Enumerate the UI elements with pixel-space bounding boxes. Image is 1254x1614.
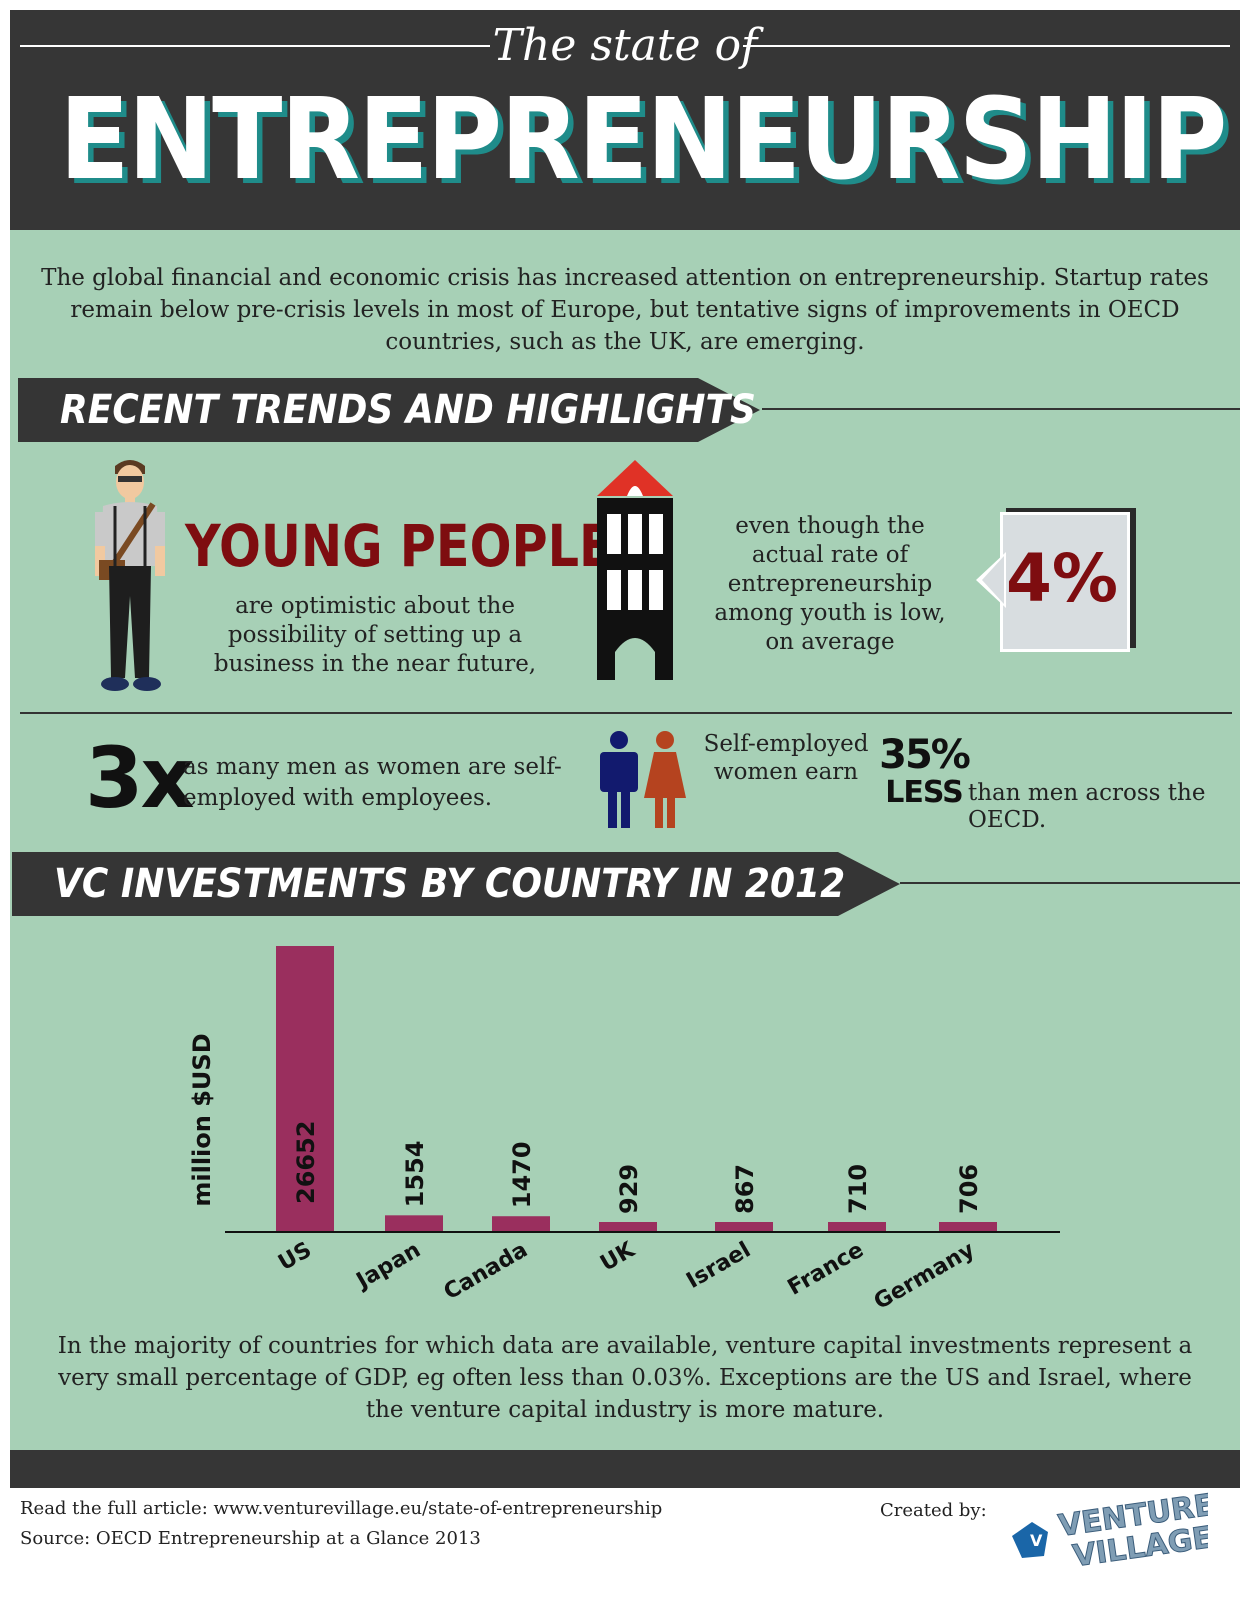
youth-rate-text: even though the actual rate of entrepren…	[714, 513, 946, 655]
vc-banner-bar	[12, 852, 838, 916]
section-divider	[20, 712, 1232, 714]
venture-village-logo: V VENTURE VILLAGE	[1012, 1492, 1208, 1572]
value-label-france: 710	[844, 1164, 872, 1214]
earnings-gap-text: Self-employed women earn	[703, 731, 869, 785]
young-people-text: are optimistic about the possibility of …	[213, 593, 537, 677]
trends-heading-rule	[762, 408, 1240, 410]
value-label-uk: 929	[615, 1164, 643, 1214]
category-label-japan: Japan	[351, 1238, 425, 1295]
chart-bars	[276, 946, 997, 1232]
trends-banner-bar	[18, 378, 698, 442]
woman-icon	[644, 731, 686, 828]
young-man-icon	[95, 460, 165, 691]
bar-germany	[939, 1222, 997, 1232]
vc-heading: VC INVESTMENTS BY COUNTRY IN 2012	[54, 861, 846, 907]
article-link-text: Read the full article: www.venturevillag…	[20, 1498, 663, 1519]
value-label-canada: 1470	[508, 1141, 536, 1208]
category-label-germany: Germany	[870, 1238, 979, 1315]
men-multiplier-text-body: as many men as women are self-employed w…	[183, 754, 562, 811]
bar-israel	[715, 1222, 773, 1232]
footer: Read the full article: www.venturevillag…	[10, 1488, 1240, 1604]
category-label-france: France	[784, 1238, 868, 1301]
chart-category-labels: US Japan Canada UK Israel France Germany	[274, 1237, 979, 1315]
trends-heading: RECENT TRENDS AND HIGHLIGHTS	[60, 387, 756, 433]
vc-banner: VC INVESTMENTS BY COUNTRY IN 2012	[12, 852, 912, 916]
value-label-japan: 1554	[401, 1141, 429, 1208]
trends-banner-arrow	[698, 378, 760, 442]
content-panel: The global financial and economic crisis…	[10, 230, 1240, 1488]
category-label-israel: Israel	[682, 1238, 755, 1294]
building-icon	[597, 460, 673, 680]
bar-france	[828, 1222, 886, 1232]
bottom-band	[10, 1450, 1240, 1488]
earnings-gap-tail-text: than men across the OECD.	[968, 780, 1206, 833]
header-rule-left	[20, 45, 490, 47]
earnings-gap-less: LESS	[885, 775, 963, 810]
youth-rate-value: 4%	[1005, 540, 1119, 617]
bar-uk	[599, 1222, 657, 1232]
vc-bar-chart: 26652 1554 1470 929 867 710 706 US Japan Canada U…	[188, 946, 1060, 1315]
bar-japan	[385, 1215, 443, 1232]
man-icon	[600, 731, 638, 828]
svg-text:V: V	[1030, 1531, 1043, 1550]
value-label-israel: 867	[731, 1164, 759, 1214]
created-by-label: Created by:	[880, 1500, 987, 1521]
header-subtitle: The state of	[492, 20, 758, 71]
header: The state of ENTREPRENEURSHIP	[10, 10, 1240, 230]
intro-paragraph: The global financial and economic crisis…	[41, 265, 1209, 355]
bar-canada	[492, 1216, 550, 1232]
callout-box	[1000, 512, 1130, 652]
value-label-us: 26652	[292, 1121, 320, 1205]
category-label-uk: UK	[596, 1237, 640, 1277]
value-label-germany: 706	[955, 1164, 983, 1214]
header-rule-right	[743, 45, 1230, 47]
bar-us	[276, 946, 334, 1232]
vc-heading-rule	[900, 882, 1240, 884]
callout-pointer-fill	[982, 556, 1004, 604]
youth-rate-callout: 4%	[976, 512, 1130, 652]
category-label-canada: Canada	[440, 1238, 532, 1306]
source-text: Source: OECD Entrepreneurship at a Glanc…	[20, 1528, 481, 1549]
men-multiplier-text: as many men as women are self-employed w…	[183, 752, 583, 814]
closing-paragraph: In the majority of countries for which d…	[57, 1333, 1193, 1423]
young-people-heading: YOUNG PEOPLE	[185, 512, 613, 580]
earnings-gap-percent: 35%	[879, 732, 971, 778]
earnings-gap-tail: than men across the OECD.	[968, 780, 1208, 834]
chart-value-labels: 26652 1554 1470 929 867 710 706	[292, 1121, 983, 1215]
page-title: ENTREPRENEURSHIP	[59, 75, 1227, 205]
men-multiplier: 3x	[85, 729, 195, 827]
category-label-us: US	[274, 1238, 316, 1277]
trends-banner: RECENT TRENDS AND HIGHLIGHTS	[18, 378, 778, 442]
chart-y-axis-label: million $USD	[188, 1033, 216, 1206]
vc-banner-arrow	[838, 852, 900, 916]
